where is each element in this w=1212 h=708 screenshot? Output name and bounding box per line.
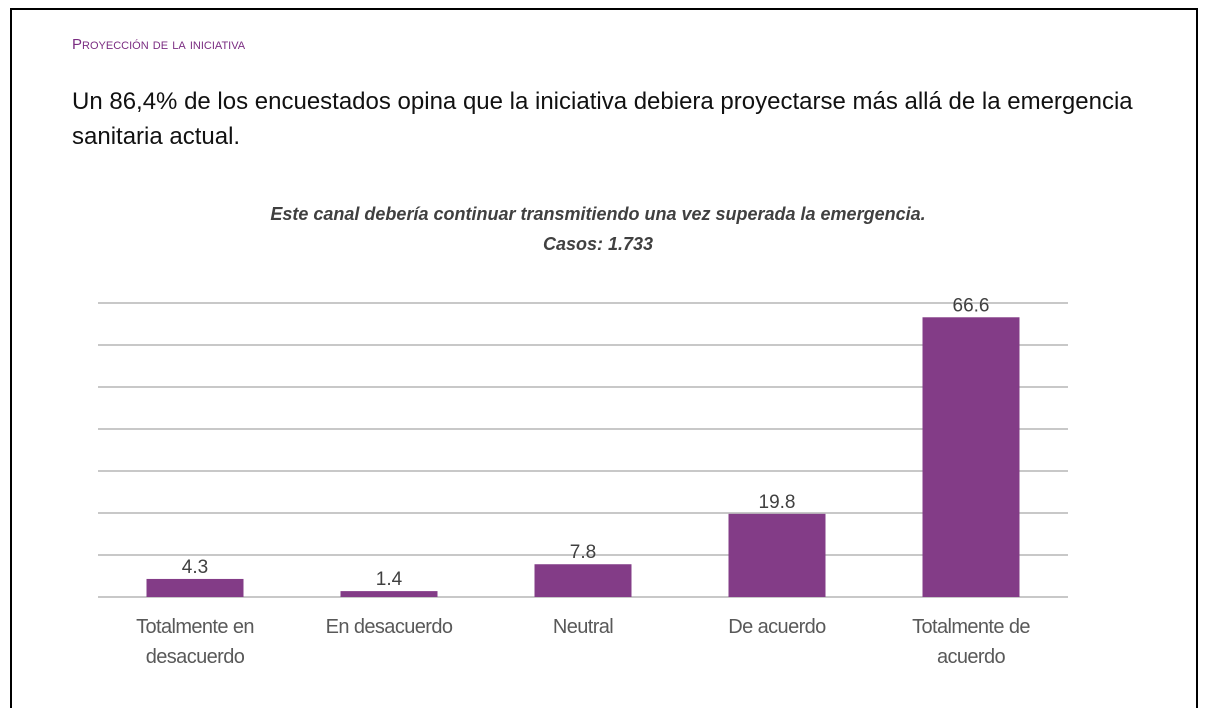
value-label: 66.6 bbox=[953, 295, 990, 316]
bar bbox=[340, 591, 438, 597]
frame bbox=[10, 8, 1198, 708]
section-heading: Proyección de la iniciativa bbox=[72, 36, 246, 53]
value-label: 19.8 bbox=[759, 492, 796, 513]
x-tick-label: En desacuerdo bbox=[325, 616, 453, 638]
value-label: 7.8 bbox=[570, 542, 596, 563]
x-tick-label: Totalmente en desacuerdo bbox=[136, 616, 254, 668]
bar bbox=[922, 317, 1020, 597]
bar bbox=[534, 564, 632, 597]
chart-subtitle: Casos: 1.733 bbox=[543, 234, 653, 254]
bar bbox=[146, 578, 244, 597]
x-tick-label: Totalmente de acuerdo bbox=[912, 616, 1030, 668]
chart-title: Este canal debería continuar transmitien… bbox=[270, 204, 925, 224]
x-tick-label: De acuerdo bbox=[728, 616, 826, 638]
value-label: 1.4 bbox=[376, 569, 403, 590]
lead-text: Un 86,4% de los encuestados opina que la… bbox=[72, 88, 1133, 150]
bar bbox=[728, 513, 826, 597]
x-tick-label: Neutral bbox=[552, 616, 614, 638]
value-label: 4.3 bbox=[182, 557, 208, 578]
